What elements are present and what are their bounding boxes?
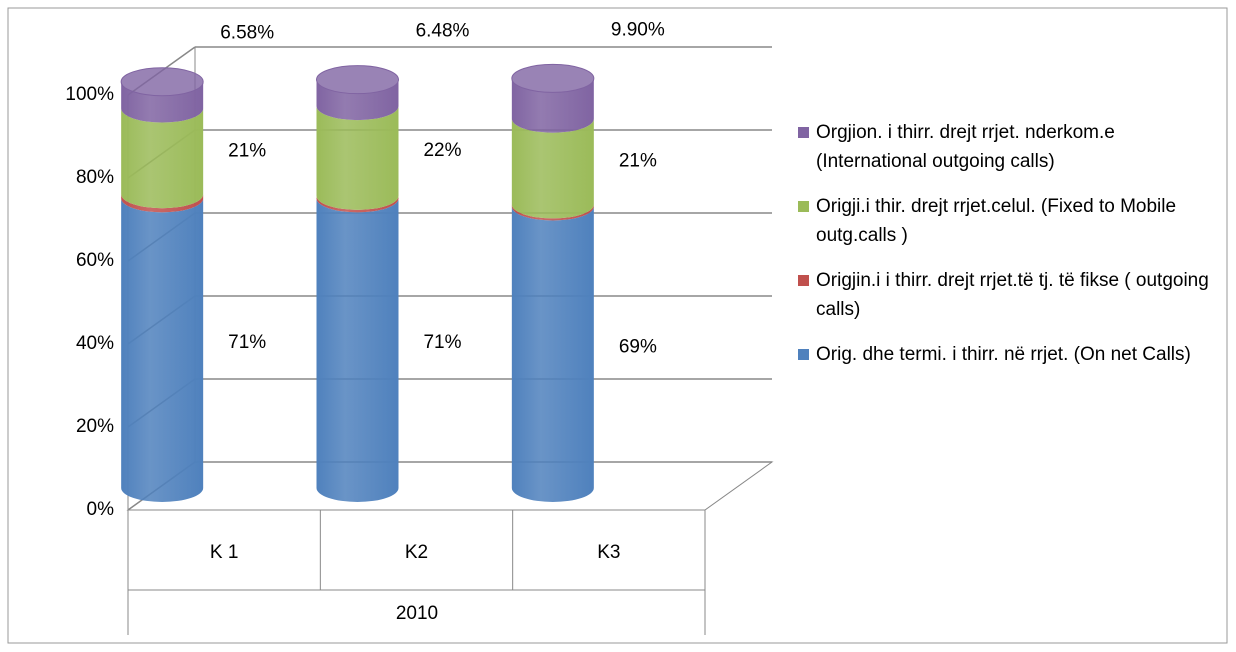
cylinder-top — [120, 67, 204, 97]
legend-swatch — [798, 201, 809, 212]
chart-border — [7, 7, 1228, 644]
cylinder-segment — [316, 198, 399, 502]
value-label: 6.58% — [220, 23, 274, 44]
floor — [126, 461, 774, 511]
value-label: 22% — [423, 140, 461, 161]
cylinder-segment — [121, 198, 204, 502]
value-label: 71% — [228, 332, 266, 353]
category-group-label: 2010 — [396, 603, 438, 624]
value-label: 71% — [423, 332, 461, 353]
value-label: 69% — [619, 336, 657, 357]
legend-item: Origjin.i i thirr. drejt rrjet.të tj. të… — [798, 266, 1228, 324]
legend-swatch — [798, 275, 809, 286]
y-tick-label: 100% — [65, 84, 114, 105]
x-tick-label: K 1 — [210, 542, 239, 563]
cylinder-segment — [316, 79, 399, 121]
cylinder-segment — [316, 106, 399, 210]
cylinder-segment — [511, 206, 594, 502]
y-tick-label: 40% — [76, 333, 114, 354]
legend-swatch — [798, 349, 809, 360]
cylinder-segment — [511, 78, 594, 133]
cylinder-segment — [121, 108, 204, 209]
legend-label: Orgjion. i thirr. drejt rrjet. nderkom.e… — [816, 122, 1115, 172]
x-tick-label: K2 — [405, 542, 428, 563]
legend-label: Origjin.i i thirr. drejt rrjet.të tj. të… — [816, 270, 1209, 320]
legend-label: Orig. dhe termi. i thirr. në rrjet. (On … — [816, 344, 1191, 365]
cylinder-segment — [121, 194, 204, 213]
cylinder-segment — [121, 81, 204, 123]
cylinder-top — [511, 63, 595, 93]
cylinder-segment — [511, 118, 594, 219]
legend-label: Origji.i thir. drejt rrjet.celul. (Fixed… — [816, 196, 1177, 246]
y-tick-label: 80% — [76, 167, 114, 188]
legend-item: Orig. dhe termi. i thirr. në rrjet. (On … — [798, 340, 1228, 369]
cylinder-segment — [316, 195, 399, 213]
y-tick-label: 60% — [76, 250, 114, 271]
legend-item: Origji.i thir. drejt rrjet.celul. (Fixed… — [798, 192, 1228, 250]
y-tick-label: 0% — [87, 499, 115, 520]
value-label: 21% — [619, 151, 657, 172]
legend: Orgjion. i thirr. drejt rrjet. nderkom.e… — [798, 118, 1228, 385]
legend-swatch — [798, 127, 809, 138]
value-label: 9.90% — [611, 19, 665, 40]
x-tick-label: K3 — [597, 542, 620, 563]
value-label: 21% — [228, 140, 266, 161]
value-label: 6.48% — [416, 21, 470, 42]
y-tick-label: 20% — [76, 416, 114, 437]
cylinder-top — [316, 65, 399, 95]
legend-item: Orgjion. i thirr. drejt rrjet. nderkom.e… — [798, 118, 1228, 176]
